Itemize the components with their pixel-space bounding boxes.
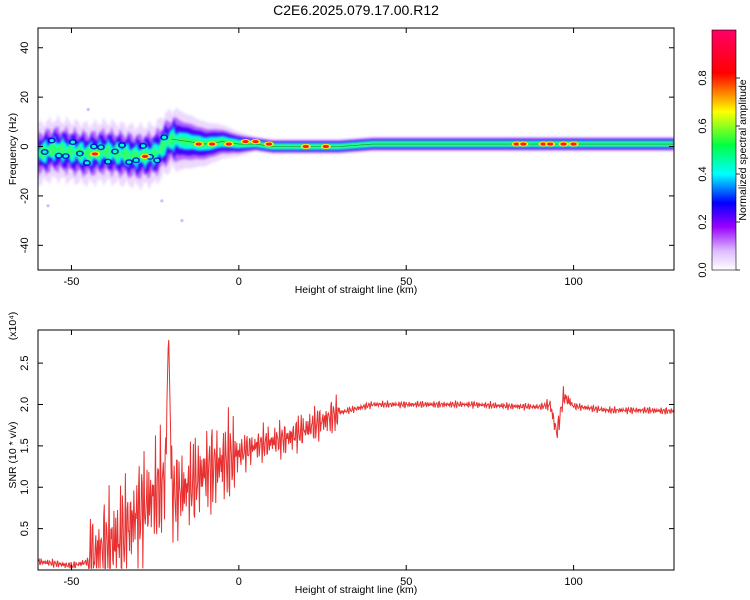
spectral-outlier <box>180 219 184 223</box>
chart-title: C2E6.2025.079.17.00.R12 <box>273 2 439 18</box>
spectrogram-x-axis-label: Height of straight line (km) <box>295 284 418 296</box>
spectral-blob-core <box>119 143 125 147</box>
snr-y-tick-label: 2.5 <box>19 355 31 370</box>
spectrogram-frame <box>37 27 675 271</box>
hotspot <box>560 142 567 146</box>
hotspot <box>225 142 232 146</box>
colorbar-label: Normalized spectral amplitude <box>737 79 749 220</box>
spectral-blob-core <box>49 138 54 143</box>
snr-y-ticks: 0.5 1.0 1.5 2.0 2.5 <box>19 355 674 536</box>
snr-x-tick-label: 100 <box>564 576 582 588</box>
spectral-blob-core <box>126 160 132 164</box>
spectral-center-trace <box>171 138 674 147</box>
spectral-hotspots <box>89 139 579 159</box>
spectral-blob-core <box>154 158 160 162</box>
spectrogram-y-tick-label: 0 <box>19 143 31 149</box>
spectrogram-y-ticks: 40 20 0 -20 -40 <box>19 42 674 253</box>
hotspot <box>195 142 202 146</box>
snr-y-axis-label: SNR (10 * v/v) <box>7 421 19 488</box>
snr-panel: -50 0 50 100 0.5 1.0 1.5 2.0 2.5 Height of stra… <box>7 312 675 596</box>
hotspot <box>242 139 249 144</box>
hotspot <box>546 142 554 146</box>
colorbar-ticks: 0.0 0.2 0.4 0.6 0.8 <box>697 70 740 278</box>
hotspot <box>302 144 309 149</box>
colorbar-tick-label: 0.8 <box>697 70 709 85</box>
spectral-blob-core <box>42 150 47 154</box>
spectral-blob-core <box>112 149 118 154</box>
spectrogram-y-tick-label: 40 <box>19 42 31 54</box>
snr-series-line <box>38 339 674 570</box>
snr-frame <box>37 329 675 571</box>
spectrogram-x-ticks: -50 0 50 100 <box>64 28 583 288</box>
spectral-outlier <box>86 107 90 112</box>
spectrogram-x-tick-label: 100 <box>564 276 582 288</box>
hotspot <box>540 142 547 146</box>
spectral-blob-core <box>84 161 90 165</box>
snr-x-tick-label: -50 <box>64 576 80 588</box>
spectral-outlier <box>160 199 164 203</box>
snr-x-axis-label: Height of straight line (km) <box>295 584 418 596</box>
spectral-band-layer <box>38 125 674 171</box>
snr-y-tick-label: 2.0 <box>19 397 31 412</box>
snr-y-tick-label: 1.0 <box>19 480 31 495</box>
spectrogram-x-tick-label: 50 <box>400 276 412 288</box>
spectral-blob-core <box>105 160 111 164</box>
colorbar-tick-label: 0.4 <box>697 166 709 181</box>
spectrogram-y-tick-label: -20 <box>19 188 31 204</box>
hotspot <box>322 144 330 149</box>
hotspot <box>520 142 527 146</box>
colorbar: 0.0 0.2 0.4 0.6 0.8 Normalized spectral ampl… <box>697 29 749 278</box>
spectral-blob-core <box>98 145 104 149</box>
spectrogram-y-tick-label: 20 <box>19 91 31 103</box>
spectrogram-y-tick-label: -40 <box>19 237 31 253</box>
snr-y-tick-label: 0.5 <box>19 521 31 536</box>
spectral-blob-core <box>133 158 139 162</box>
snr-x-tick-label: 0 <box>236 576 242 588</box>
colorbar-tick-label: 0.6 <box>697 118 709 133</box>
hotspot <box>252 139 259 144</box>
spectral-blob-core <box>70 140 76 144</box>
spectrogram-x-tick-label: -50 <box>64 276 80 288</box>
spectrogram-plot-area <box>38 106 674 223</box>
colorbar-tick-label: 0.2 <box>697 214 709 229</box>
spectrogram-x-tick-label: 0 <box>236 276 242 288</box>
spectral-blob-core <box>56 154 61 158</box>
spectral-band <box>38 106 674 223</box>
colorbar-tick-label: 0.0 <box>697 262 709 277</box>
spectral-blob-core <box>140 144 146 148</box>
spectral-outlier <box>46 204 50 208</box>
spectral-band-layer <box>38 131 674 165</box>
hotspot <box>513 142 520 146</box>
hotspot <box>265 142 273 146</box>
snr-y-tick-label: 1.5 <box>19 438 31 453</box>
hotspot <box>91 152 99 156</box>
snr-scale-note: (x10⁴) <box>7 312 19 340</box>
spectrogram-y-axis-label: Frequency (Hz) <box>7 113 19 185</box>
hotspot <box>208 142 216 146</box>
hotspot <box>570 142 577 146</box>
colorbar-gradient <box>711 29 737 271</box>
spectral-blob-core <box>77 151 83 156</box>
spectral-blob-core <box>161 135 167 140</box>
snr-x-tick-label: 50 <box>400 576 412 588</box>
snr-x-ticks: -50 0 50 100 <box>64 330 583 588</box>
spectral-blob-core <box>63 154 68 158</box>
spectrogram-panel: -50 0 50 100 40 20 0 -20 -40 Height of straight… <box>7 27 675 296</box>
hotspot <box>141 154 149 159</box>
spectral-blob-core <box>91 144 97 149</box>
